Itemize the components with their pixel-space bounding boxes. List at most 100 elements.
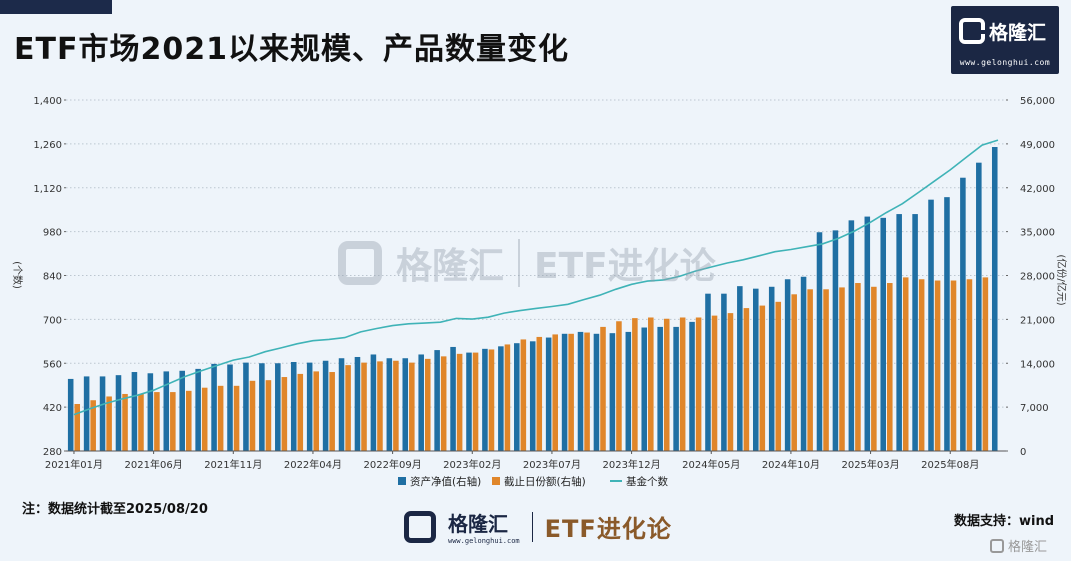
asset-bar bbox=[227, 364, 233, 451]
logo-brand: 格隆汇 bbox=[989, 22, 1047, 44]
shares-bar bbox=[329, 372, 335, 451]
shares-bar bbox=[679, 317, 686, 451]
asset-bar bbox=[737, 286, 743, 451]
legend-count-label: 基金个数 bbox=[626, 475, 668, 488]
asset-bar bbox=[306, 362, 313, 451]
data-note: 注：数据统计截至2025/08/20 bbox=[22, 502, 208, 517]
bottom-logo-icon bbox=[404, 510, 436, 543]
left-axis-title: (个数) bbox=[11, 261, 24, 289]
asset-bar bbox=[322, 360, 329, 451]
right-tick-label: 35,000 bbox=[1020, 228, 1055, 239]
asset-bar bbox=[673, 326, 679, 451]
shares-bar bbox=[982, 277, 989, 451]
bottom-logo-name: ETF进化论 bbox=[544, 515, 672, 543]
shares-bar bbox=[488, 349, 495, 451]
left-tick-label: 840 bbox=[43, 272, 62, 283]
x-tick-label: 2024年10月 bbox=[762, 458, 820, 471]
right-tick-label: 21,000 bbox=[1020, 315, 1055, 326]
shares-bar bbox=[759, 305, 766, 451]
asset-bar bbox=[259, 363, 265, 451]
legend-asset-label: 资产净值(右轴) bbox=[410, 475, 481, 488]
right-tick-label: 28,000 bbox=[1020, 272, 1055, 283]
logo-url: www.gelonghui.com bbox=[959, 58, 1051, 67]
shares-bar bbox=[456, 353, 463, 451]
asset-bar bbox=[418, 354, 424, 451]
asset-bar bbox=[211, 363, 217, 451]
asset-bar bbox=[434, 350, 440, 451]
asset-bar bbox=[641, 327, 648, 451]
asset-bar bbox=[609, 333, 616, 451]
shares-bar bbox=[281, 377, 288, 451]
shares-bar bbox=[185, 390, 192, 451]
left-tick-label: 1,260 bbox=[33, 140, 62, 151]
data-source: 数据支持：wind bbox=[954, 514, 1055, 529]
left-tick-label: 700 bbox=[43, 315, 62, 326]
asset-bar bbox=[354, 356, 361, 451]
bottom-logo-brand: 格隆汇 bbox=[448, 512, 508, 536]
legend-layer: 资产净值(右轴) 截止日份额(右轴) 基金个数 bbox=[398, 475, 668, 488]
asset-bar bbox=[386, 358, 393, 451]
x-tick-label: 2024年05月 bbox=[682, 458, 740, 471]
asset-bar bbox=[577, 331, 584, 451]
asset-bar bbox=[896, 214, 902, 451]
asset-bar bbox=[67, 378, 74, 451]
asset-bar bbox=[131, 372, 138, 451]
shares-bar bbox=[791, 294, 797, 451]
asset-bar bbox=[83, 376, 90, 451]
legend-shares-swatch bbox=[492, 477, 500, 485]
asset-bar bbox=[482, 348, 488, 451]
asset-bar bbox=[370, 354, 377, 451]
shares-bar bbox=[552, 334, 558, 451]
asset-bar bbox=[625, 331, 632, 451]
asset-bar bbox=[848, 220, 855, 451]
brand-logo: 格隆汇 www.gelonghui.com bbox=[951, 6, 1059, 74]
shares-bar bbox=[807, 289, 813, 451]
legend-shares-label: 截止日份额(右轴) bbox=[504, 475, 586, 488]
bars-layer bbox=[67, 147, 998, 452]
shares-bar bbox=[106, 396, 112, 451]
asset-bar bbox=[991, 147, 998, 452]
asset-bar bbox=[816, 232, 823, 451]
shares-bar bbox=[568, 333, 574, 451]
asset-bar bbox=[450, 346, 456, 451]
shares-bar bbox=[871, 286, 877, 451]
shares-bar bbox=[632, 318, 638, 451]
asset-bar bbox=[115, 375, 122, 451]
shares-bar bbox=[122, 393, 128, 451]
right-tick-label: 14,000 bbox=[1020, 359, 1055, 370]
asset-bar bbox=[163, 371, 170, 451]
x-tick-label: 2022年04月 bbox=[284, 458, 342, 471]
shares-bar bbox=[440, 356, 447, 451]
shares-bar bbox=[520, 339, 527, 451]
shares-bar bbox=[600, 326, 606, 451]
shares-bar bbox=[90, 400, 96, 451]
gelonghui-logo-icon bbox=[959, 18, 985, 44]
shares-bar bbox=[616, 321, 622, 451]
right-tick-label: 0 bbox=[1020, 447, 1026, 458]
shares-bar bbox=[711, 315, 718, 451]
asset-bar bbox=[657, 326, 663, 451]
shares-bar bbox=[377, 361, 383, 451]
asset-bar bbox=[880, 217, 887, 451]
shares-bar bbox=[839, 287, 845, 451]
asset-bar bbox=[179, 370, 185, 451]
shares-bar bbox=[154, 392, 160, 451]
line-layer bbox=[73, 139, 999, 416]
shares-bar bbox=[74, 403, 81, 451]
shares-bar bbox=[966, 279, 973, 451]
shares-bar bbox=[313, 371, 320, 451]
asset-bar bbox=[752, 288, 759, 451]
asset-bar bbox=[800, 276, 807, 451]
right-tick-label: 49,000 bbox=[1020, 140, 1055, 151]
x-tick-label: 2025年03月 bbox=[841, 458, 899, 471]
asset-bar bbox=[402, 358, 409, 451]
shares-bar bbox=[393, 360, 399, 451]
corner-logo-icon bbox=[990, 538, 1004, 553]
asset-bar bbox=[912, 214, 918, 451]
shares-bar bbox=[249, 380, 256, 451]
shares-bar bbox=[950, 280, 957, 451]
bottom-logo-divider bbox=[531, 511, 533, 542]
left-tick-label: 980 bbox=[43, 228, 62, 239]
shares-bar bbox=[887, 283, 893, 451]
right-tick-label: 7,000 bbox=[1020, 403, 1049, 414]
